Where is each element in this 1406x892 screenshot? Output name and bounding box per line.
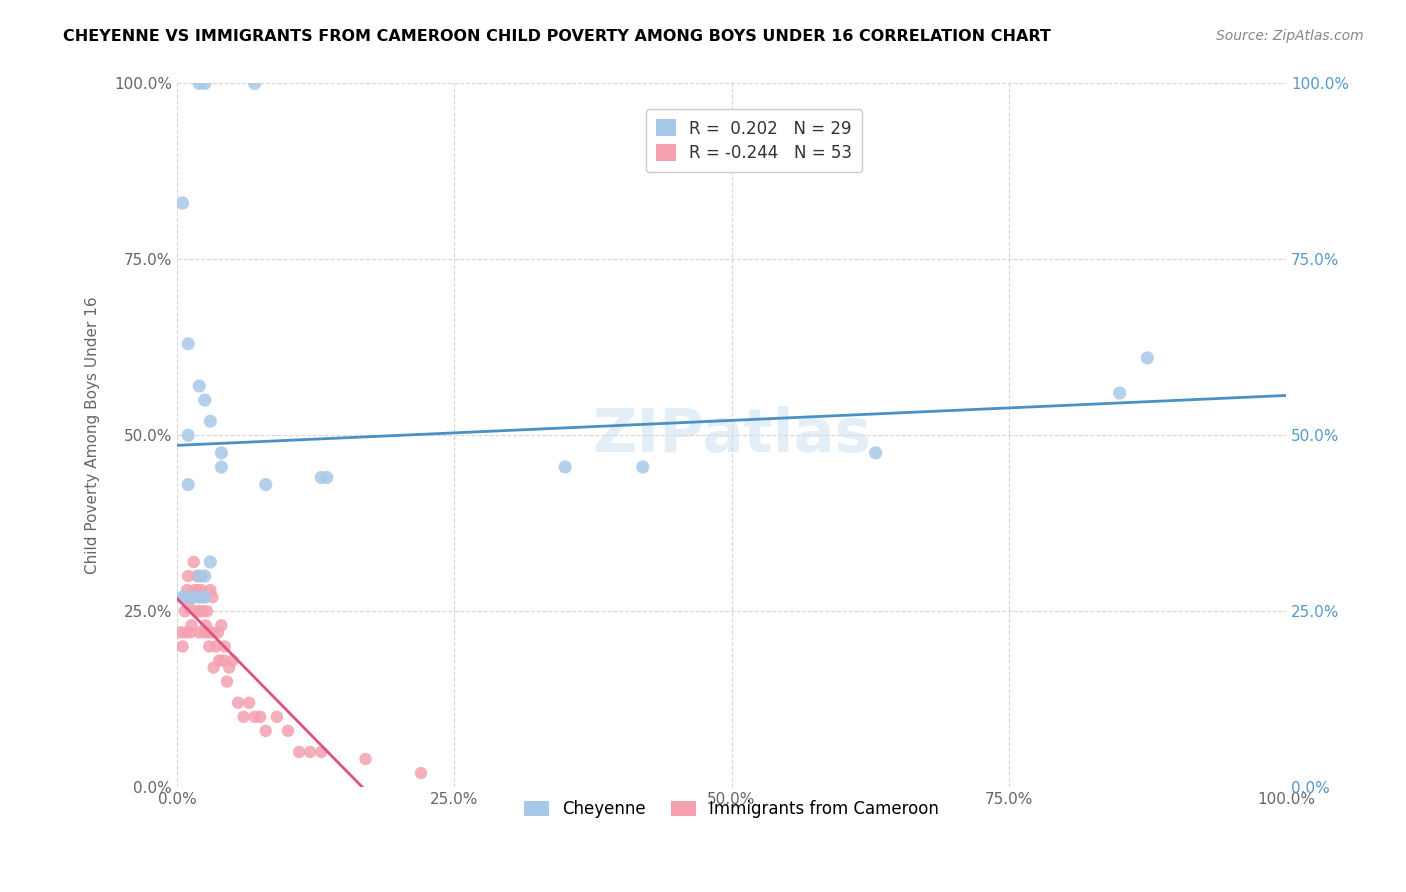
Point — [179, 625, 201, 640]
Point — [177, 597, 200, 611]
Point — [205, 640, 228, 654]
Point — [299, 745, 322, 759]
Point — [180, 618, 202, 632]
Point — [631, 460, 654, 475]
Point — [202, 660, 225, 674]
Point — [243, 77, 266, 91]
Point — [232, 710, 254, 724]
Point — [188, 569, 211, 583]
Point — [200, 625, 222, 640]
Point — [288, 745, 311, 759]
Point — [184, 604, 207, 618]
Point — [188, 604, 211, 618]
Text: CHEYENNE VS IMMIGRANTS FROM CAMEROON CHILD POVERTY AMONG BOYS UNDER 16 CORRELATI: CHEYENNE VS IMMIGRANTS FROM CAMEROON CHI… — [63, 29, 1052, 44]
Point — [177, 590, 200, 604]
Point — [194, 625, 217, 640]
Point — [188, 590, 211, 604]
Point — [277, 723, 299, 738]
Point — [176, 583, 198, 598]
Point — [190, 583, 212, 598]
Point — [183, 555, 205, 569]
Legend: Cheyenne, Immigrants from Cameroon: Cheyenne, Immigrants from Cameroon — [517, 793, 946, 824]
Point — [200, 555, 222, 569]
Text: ZIPatlas: ZIPatlas — [592, 406, 870, 465]
Point — [172, 590, 194, 604]
Point — [197, 625, 219, 640]
Point — [243, 710, 266, 724]
Point — [309, 470, 332, 484]
Point — [200, 414, 222, 428]
Point — [177, 336, 200, 351]
Point — [1136, 351, 1159, 365]
Point — [177, 569, 200, 583]
Point — [172, 640, 194, 654]
Point — [266, 710, 288, 724]
Point — [865, 446, 887, 460]
Point — [177, 477, 200, 491]
Point — [181, 590, 204, 604]
Point — [191, 604, 214, 618]
Point — [177, 428, 200, 442]
Point — [173, 604, 195, 618]
Point — [226, 696, 249, 710]
Point — [195, 604, 218, 618]
Point — [172, 196, 194, 211]
Point — [218, 660, 240, 674]
Point — [190, 569, 212, 583]
Point — [187, 583, 209, 598]
Point — [194, 393, 217, 408]
Point — [1108, 386, 1130, 401]
Point — [183, 590, 205, 604]
Point — [254, 477, 277, 491]
Point — [188, 379, 211, 393]
Point — [200, 583, 222, 598]
Point — [209, 460, 232, 475]
Point — [214, 640, 236, 654]
Point — [193, 590, 215, 604]
Point — [209, 618, 232, 632]
Point — [309, 745, 332, 759]
Point — [169, 625, 191, 640]
Point — [198, 640, 221, 654]
Point — [201, 590, 224, 604]
Point — [194, 77, 217, 91]
Point — [212, 653, 235, 667]
Point — [184, 583, 207, 598]
Point — [315, 470, 337, 484]
Point — [209, 446, 232, 460]
Point — [194, 569, 217, 583]
Text: Source: ZipAtlas.com: Source: ZipAtlas.com — [1216, 29, 1364, 43]
Point — [194, 590, 217, 604]
Point — [554, 460, 576, 475]
Point — [215, 674, 238, 689]
Point — [186, 569, 208, 583]
Point — [188, 625, 211, 640]
Point — [174, 625, 197, 640]
Point — [172, 590, 194, 604]
Point — [188, 590, 211, 604]
Point — [409, 766, 432, 780]
Point — [354, 752, 377, 766]
Point — [221, 653, 243, 667]
Point — [194, 618, 217, 632]
Point — [188, 77, 211, 91]
Point — [207, 625, 229, 640]
Y-axis label: Child Poverty Among Boys Under 16: Child Poverty Among Boys Under 16 — [86, 296, 100, 574]
Point — [254, 723, 277, 738]
Point — [208, 653, 231, 667]
Point — [249, 710, 271, 724]
Point — [238, 696, 260, 710]
